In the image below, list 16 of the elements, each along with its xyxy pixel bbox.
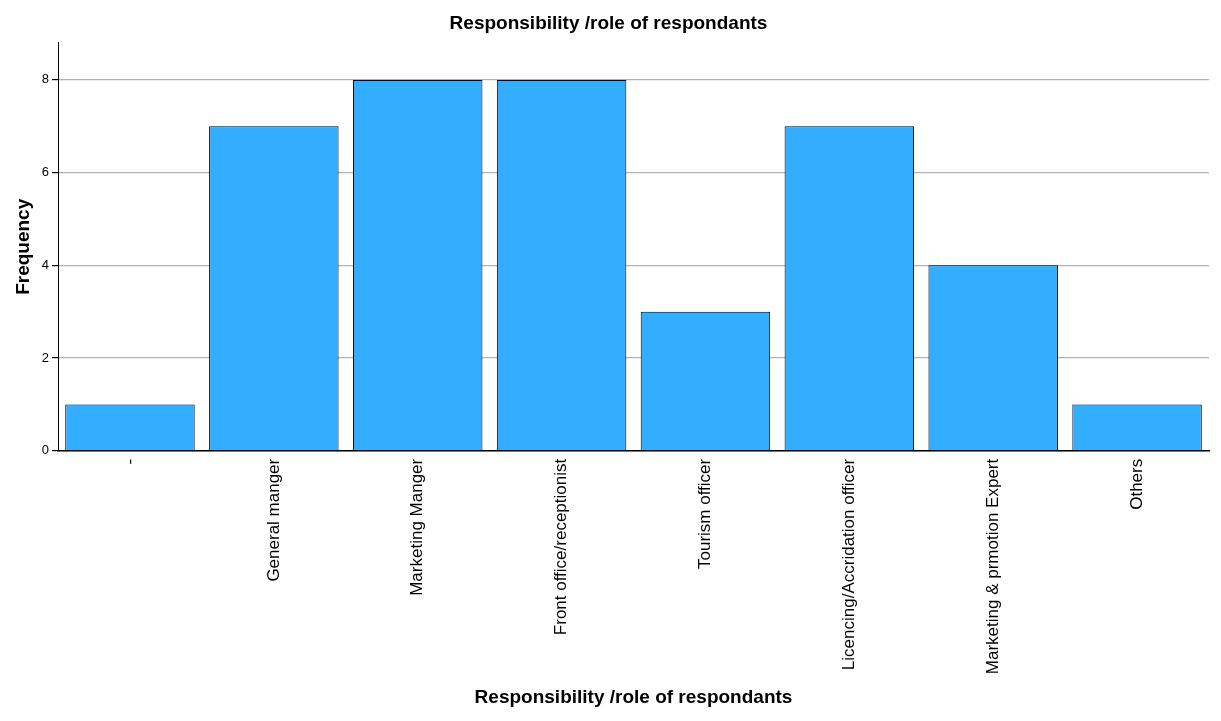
x-tick-label: Others xyxy=(1126,458,1146,510)
chart-title: Responsibility /role of respondants xyxy=(449,11,768,33)
y-tick-label: 4 xyxy=(41,256,50,272)
x-tick-label: Tourism officer xyxy=(695,458,715,569)
x-tick-label: Front office/receptionist xyxy=(551,458,571,636)
y-tick-label: 0 xyxy=(41,442,50,458)
y-axis-title: Frequency xyxy=(11,198,33,295)
x-axis-title: Responsibility /role of respondants xyxy=(474,685,793,707)
y-tick-label: 8 xyxy=(41,71,50,87)
x-tick-label: General manger xyxy=(263,458,283,582)
x-tick-label: - xyxy=(119,458,139,465)
y-tick-label: 6 xyxy=(41,164,50,180)
x-tick-label: Marketing & prmotion Expert xyxy=(982,458,1002,675)
x-tick-label: Licencing/Accridation officer xyxy=(839,458,859,671)
y-tick-label: 2 xyxy=(41,349,50,365)
x-tick-label: Marketing Manger xyxy=(407,458,427,596)
